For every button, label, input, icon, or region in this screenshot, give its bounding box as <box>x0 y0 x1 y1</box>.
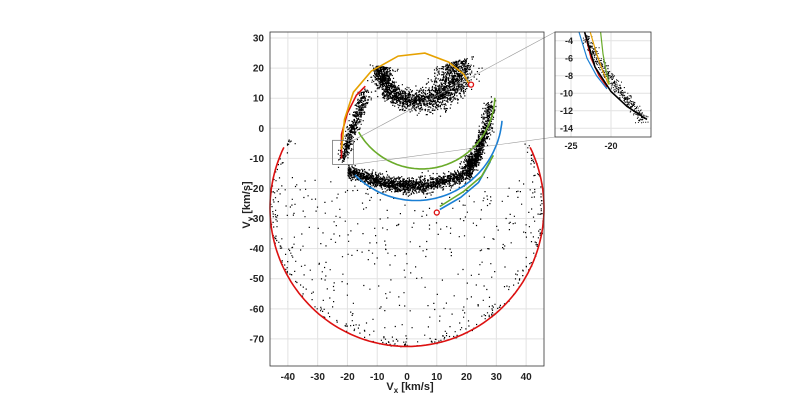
inset-scatter-points <box>582 35 649 124</box>
lower-marker <box>433 209 440 216</box>
outer-circle-curve <box>269 147 545 348</box>
inset-y-tick-label: -8 <box>565 71 573 81</box>
y-tick-label: -60 <box>250 304 265 315</box>
inset-y-tick-label: -6 <box>565 53 573 63</box>
inset-orange-curve <box>589 31 610 85</box>
inset-y-tick-label: -14 <box>560 123 573 133</box>
y-axis-label: Vy [km/s] <box>241 181 255 229</box>
inset-x-tick-label: -25 <box>564 141 577 151</box>
inset-edge-band <box>583 31 648 121</box>
x-tick-label: -20 <box>340 372 355 383</box>
y-tick-label: -30 <box>250 214 265 225</box>
y-tick-label: -20 <box>250 184 265 195</box>
x-tick-label: -30 <box>310 372 325 383</box>
x-tick-label: 10 <box>431 372 443 383</box>
green-arc-curve <box>358 97 496 170</box>
x-axis-label: Vx [km/s] <box>386 381 434 395</box>
y-tick-label: -40 <box>250 244 265 255</box>
zoom-box <box>332 139 354 165</box>
y-tick-label: -70 <box>250 334 265 345</box>
y-tick-label: -10 <box>250 154 265 165</box>
inset-y-tick-label: -4 <box>565 36 573 46</box>
upper-marker <box>467 81 475 88</box>
inset-frame <box>554 31 652 138</box>
x-tick-label: -10 <box>370 372 385 383</box>
y-tick-label: 20 <box>253 64 265 75</box>
orange-arc-curve <box>340 52 471 150</box>
y-tick-label: 0 <box>258 124 264 135</box>
x-tick-label: -40 <box>281 372 296 383</box>
inset-y-tick-label: -12 <box>560 106 573 116</box>
x-tick-label: 20 <box>461 372 473 383</box>
y-tick-label: 30 <box>253 34 265 45</box>
x-tick-label: 30 <box>491 372 503 383</box>
inset-y-tick-label: -10 <box>560 88 573 98</box>
inset-blue-curve <box>578 31 608 90</box>
inset-plot: -25 -20 -4 -6 -8 -10 -12 -14 <box>554 31 652 151</box>
main-plot: -40 -30 -20 -10 0 10 20 30 40 30 20 10 0 -10 -20 -30 -40… <box>250 31 556 383</box>
zoom-connector-line <box>353 31 556 141</box>
blue-arc-curve <box>354 120 503 202</box>
plot-frame <box>269 31 545 367</box>
zoom-connector-line <box>353 136 556 165</box>
inset-green-curve <box>600 31 610 85</box>
x-tick-label: 0 <box>404 372 410 383</box>
y-tick-label: 10 <box>253 94 265 105</box>
y-tick-label: -50 <box>250 274 265 285</box>
x-tick-label: 40 <box>521 372 533 383</box>
green-lower-arc-curve <box>439 155 495 208</box>
inset-x-tick-label: -20 <box>604 141 617 151</box>
